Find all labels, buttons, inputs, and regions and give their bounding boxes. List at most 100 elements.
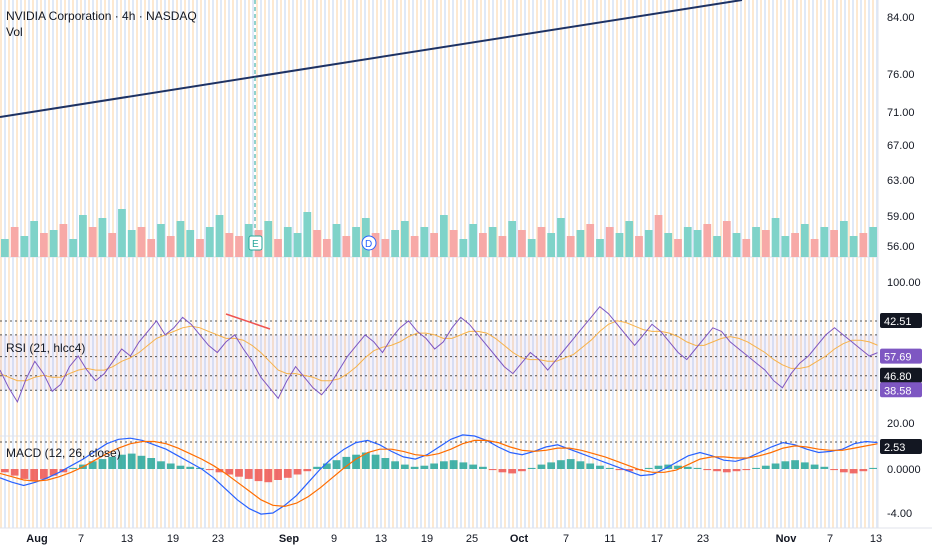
macd-histogram-bar: [869, 467, 877, 469]
x-axis-tick: Aug: [26, 533, 47, 545]
macd-histogram-bar: [576, 461, 585, 469]
background-band: [664, 0, 666, 528]
macd-histogram-bar: [332, 460, 341, 469]
background-band: [364, 0, 366, 528]
volume-bar: [644, 230, 653, 257]
background-band: [824, 0, 826, 528]
volume-bar: [40, 233, 48, 257]
x-axis-tick: 13: [121, 533, 133, 545]
background-band: [108, 0, 110, 528]
volume-bar: [98, 218, 107, 257]
axis-badge: [880, 367, 922, 383]
background-band: [404, 0, 406, 528]
background-band: [248, 0, 250, 528]
volume-bar: [703, 224, 712, 257]
macd-histogram-bar: [830, 469, 838, 471]
symbol-title: NVIDIA Corporation · 4h · NASDAQ: [6, 9, 197, 23]
volume-bar: [391, 230, 399, 257]
background-band: [708, 0, 710, 528]
volume-bar: [586, 224, 595, 257]
background-band: [64, 0, 66, 528]
background-band: [712, 0, 714, 528]
volume-bar: [722, 221, 731, 257]
background-band: [524, 0, 526, 528]
volume-bar: [196, 239, 204, 257]
background-band: [36, 0, 38, 528]
volume-bar: [410, 236, 419, 257]
background-band: [516, 0, 518, 528]
axis-badge: [880, 439, 922, 454]
volume-bar: [225, 233, 234, 257]
macd-histogram-bar: [527, 467, 536, 469]
background-band: [752, 0, 754, 528]
macd-histogram-bar: [235, 469, 243, 477]
background-band: [116, 0, 118, 528]
volume-bar: [791, 233, 799, 257]
background-band: [764, 0, 766, 528]
background-band: [272, 0, 274, 528]
macd-histogram-bar: [752, 467, 760, 469]
background-band: [88, 0, 90, 528]
macd-histogram-bar: [1, 469, 9, 473]
macd-histogram-bar: [274, 469, 282, 480]
background-band: [276, 0, 278, 528]
macd-histogram-bar: [88, 461, 97, 469]
x-axis-tick: 23: [697, 533, 709, 545]
background-band: [328, 0, 330, 528]
background-band: [776, 0, 778, 528]
background-band: [176, 0, 178, 528]
macd-histogram-bar: [732, 469, 741, 472]
background-band: [408, 0, 410, 528]
volume-bar: [381, 239, 390, 257]
macd-histogram-bar: [440, 461, 448, 469]
macd-histogram-bar: [244, 469, 253, 479]
background-band: [460, 0, 462, 528]
macd-histogram-bar: [410, 466, 419, 469]
macd-histogram-bar: [771, 463, 780, 469]
background-band: [532, 0, 534, 528]
rsi-ma-line: [0, 320, 879, 382]
macd-histogram-bar: [254, 469, 263, 482]
volume-bar: [761, 230, 770, 257]
background-band: [584, 0, 586, 528]
background-band: [400, 0, 402, 528]
background-band: [240, 0, 242, 528]
volume-bar: [137, 227, 146, 257]
x-axis-tick: 19: [421, 533, 433, 545]
macd-histogram-bar: [293, 469, 302, 475]
macd-histogram-bar: [781, 461, 790, 469]
macd-histogram-bar: [498, 469, 507, 473]
macd-histogram-bar: [108, 456, 117, 469]
macd-histogram-bar: [322, 463, 331, 469]
macd-histogram-bar: [69, 467, 78, 469]
background-band: [828, 0, 830, 528]
macd-histogram-bar: [225, 469, 234, 475]
macd-histogram-bar: [810, 464, 819, 469]
background-band: [792, 0, 794, 528]
background-band: [804, 0, 806, 528]
background-band: [508, 0, 510, 528]
macd-histogram-bar: [49, 469, 58, 476]
macd-histogram-bar: [479, 466, 487, 469]
macd-histogram-bar: [654, 465, 663, 469]
background-band: [68, 0, 70, 528]
x-axis-tick: 25: [466, 533, 478, 545]
background-band: [808, 0, 810, 528]
background-band: [756, 0, 758, 528]
background-band: [264, 0, 266, 528]
macd-histogram-bar: [713, 469, 721, 472]
background-band: [780, 0, 782, 528]
background-band: [628, 0, 630, 528]
background-band: [372, 0, 374, 528]
volume-bar: [108, 233, 117, 257]
background-band: [620, 0, 622, 528]
background-band: [844, 0, 846, 528]
background-band: [252, 0, 254, 528]
background-band: [320, 0, 322, 528]
macd-histogram-bar: [674, 465, 682, 469]
background-band: [44, 0, 46, 528]
volume-bar: [30, 221, 39, 257]
background-band: [120, 0, 122, 528]
background-band: [20, 0, 22, 528]
